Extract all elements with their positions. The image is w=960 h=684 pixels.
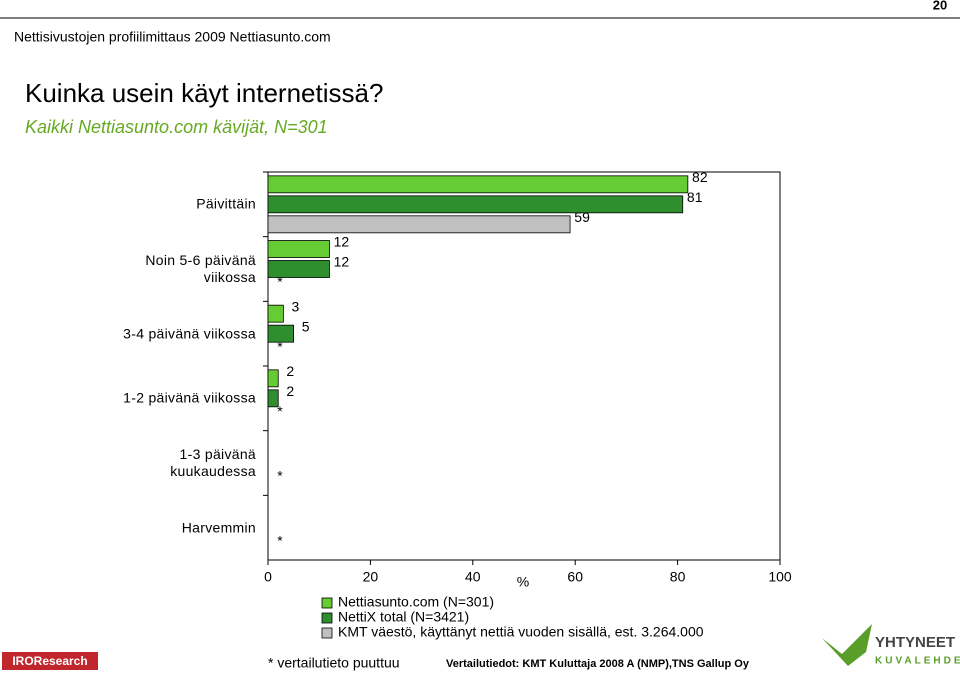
- logo-left-box: [2, 652, 98, 670]
- value-label: 5: [302, 318, 310, 334]
- value-label: *: [277, 274, 283, 290]
- x-tick-label: 60: [567, 569, 583, 585]
- bar: [267, 240, 330, 258]
- footer-source: Vertailutiedot: KMT Kuluttaja 2008 A (NM…: [446, 658, 750, 670]
- legend-swatch: [321, 597, 333, 609]
- bar: [267, 215, 571, 234]
- value-label: *: [277, 338, 283, 354]
- value-label: 82: [692, 169, 708, 185]
- bar: [267, 260, 330, 278]
- bar: [267, 195, 684, 214]
- legend-label: NettiX total (N=3421): [338, 609, 469, 625]
- footer-note: * vertailutieto puuttuu: [268, 655, 400, 671]
- value-label: 12: [334, 254, 350, 270]
- value-label: *: [277, 532, 283, 548]
- bar: [267, 304, 284, 323]
- legend-swatch: [321, 627, 333, 639]
- bar: [267, 369, 279, 388]
- bar: [267, 324, 295, 343]
- y-tick-label: Noin 5-6 päivänä viikossa: [145, 252, 256, 285]
- x-tick-label: 40: [465, 569, 481, 585]
- x-tick-label: 80: [670, 569, 686, 585]
- page-number: 20: [933, 0, 947, 12]
- y-tick-label: Harvemmin: [181, 519, 256, 536]
- y-tick-label: 1-2 päivänä viikossa: [123, 389, 256, 406]
- bar: [267, 389, 279, 408]
- y-tick-label: 3-4 päivänä viikossa: [123, 325, 256, 342]
- bar: [267, 175, 689, 194]
- x-tick-label: 100: [768, 569, 792, 585]
- legend-swatch: [321, 612, 333, 624]
- header: Nettisivustojen profiilimittaus 2009 Net…: [14, 29, 331, 45]
- value-label: 2: [286, 363, 294, 379]
- logo-left: IROResearch: [12, 654, 87, 668]
- value-label: 59: [574, 209, 590, 225]
- value-label: 81: [687, 189, 703, 205]
- legend-label: Nettiasunto.com (N=301): [338, 594, 494, 610]
- y-tick-label: Päivittäin: [196, 195, 256, 212]
- logo-right-1: YHTYNEET: [875, 634, 955, 651]
- x-axis-label: %: [517, 574, 529, 590]
- x-tick-label: 20: [363, 569, 379, 585]
- logo-mark: [822, 624, 872, 666]
- chart-subtitle: Kaikki Nettiasunto.com kävijät, N=301: [25, 117, 328, 137]
- value-label: *: [277, 403, 283, 419]
- x-tick-label: 0: [264, 569, 272, 585]
- value-label: *: [277, 468, 283, 484]
- value-label: 12: [334, 234, 350, 250]
- value-label: 2: [286, 383, 294, 399]
- logo-right-2: KUVALEHDET: [875, 656, 960, 667]
- chart-title: Kuinka usein käyt internetissä?: [25, 78, 383, 108]
- legend-label: KMT väestö, käyttänyt nettiä vuoden sisä…: [338, 624, 704, 640]
- value-label: 3: [291, 298, 299, 314]
- y-tick-label: 1-3 päivänä kuukaudessa: [170, 446, 256, 479]
